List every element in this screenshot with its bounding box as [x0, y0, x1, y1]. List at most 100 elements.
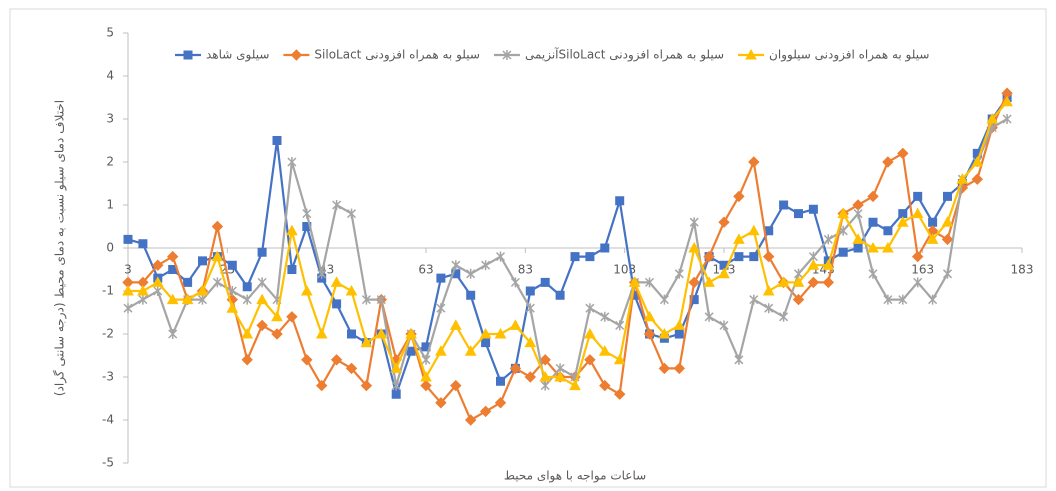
marker [347, 329, 356, 339]
marker [481, 260, 491, 271]
marker [749, 294, 759, 305]
marker [481, 338, 491, 348]
marker [479, 405, 492, 418]
marker [719, 320, 729, 331]
y-tick-label: 0 [106, 241, 114, 255]
marker [749, 252, 759, 262]
marker [436, 273, 446, 283]
marker [227, 260, 237, 270]
marker [600, 311, 610, 322]
marker [733, 190, 745, 203]
marker [762, 284, 775, 296]
marker [613, 353, 626, 365]
marker [376, 294, 386, 305]
marker [315, 327, 328, 339]
marker [643, 310, 656, 322]
y-tick-label: -2 [102, 327, 114, 341]
y-tick-label: 1 [106, 198, 114, 212]
marker [539, 370, 552, 382]
marker [941, 233, 954, 246]
marker [673, 362, 686, 375]
marker [540, 277, 550, 287]
marker [450, 379, 462, 392]
marker [257, 277, 267, 288]
marker [822, 276, 835, 289]
marker [211, 220, 224, 233]
marker [123, 234, 133, 244]
marker [496, 376, 505, 386]
marker [867, 241, 879, 253]
marker [913, 191, 923, 201]
marker [986, 112, 999, 124]
marker [868, 268, 878, 279]
marker [479, 327, 492, 339]
marker [644, 277, 655, 288]
marker [421, 354, 431, 365]
marker [271, 328, 283, 340]
marker [658, 327, 671, 339]
marker [807, 259, 820, 270]
marker [838, 225, 848, 236]
marker [779, 200, 789, 210]
marker [509, 362, 522, 375]
marker [792, 293, 805, 306]
marker [868, 217, 878, 227]
marker [123, 303, 133, 314]
marker [391, 380, 401, 391]
y-tick-label: 5 [106, 26, 114, 40]
marker [256, 293, 268, 305]
marker [643, 328, 656, 340]
marker [838, 247, 848, 257]
x-tick-label: 3 [124, 263, 132, 277]
marker [196, 284, 209, 296]
marker [495, 251, 506, 262]
marker [628, 276, 641, 287]
x-tick-label: 183 [1011, 263, 1034, 277]
marker [464, 414, 477, 426]
marker [332, 299, 342, 309]
marker [226, 302, 239, 313]
y-tick-label: 3 [106, 112, 114, 126]
marker [391, 389, 401, 399]
marker [317, 268, 327, 279]
marker [718, 267, 730, 279]
marker [928, 294, 938, 305]
legend-label: سیلو به همراه افزودنی SiloLactآنزیمی [525, 47, 724, 63]
marker [181, 293, 194, 305]
marker [718, 216, 730, 228]
marker [673, 319, 686, 330]
marker [241, 327, 254, 339]
marker [464, 345, 477, 356]
marker [494, 397, 507, 409]
marker [361, 294, 371, 305]
marker [166, 293, 179, 305]
marker [853, 208, 863, 219]
marker [227, 286, 237, 296]
marker [570, 252, 580, 262]
marker [287, 157, 297, 167]
marker [332, 200, 342, 210]
marker [183, 277, 193, 287]
marker [898, 209, 908, 219]
marker [256, 319, 268, 332]
marker [168, 265, 178, 274]
marker [823, 234, 833, 245]
marker [747, 224, 760, 236]
marker [703, 276, 715, 287]
marker [390, 362, 403, 373]
marker [853, 243, 863, 253]
marker [242, 294, 252, 305]
marker [510, 277, 520, 288]
marker [241, 354, 253, 366]
marker [615, 196, 625, 206]
marker [615, 320, 625, 331]
marker [153, 286, 163, 296]
y-axis-title: اختلاف دمای سیلو نسبت به دمای محیط (درجه… [53, 100, 68, 396]
marker [302, 208, 312, 219]
marker [898, 294, 908, 305]
marker [286, 224, 298, 236]
marker [212, 277, 222, 288]
marker [688, 241, 701, 253]
marker [883, 294, 893, 305]
